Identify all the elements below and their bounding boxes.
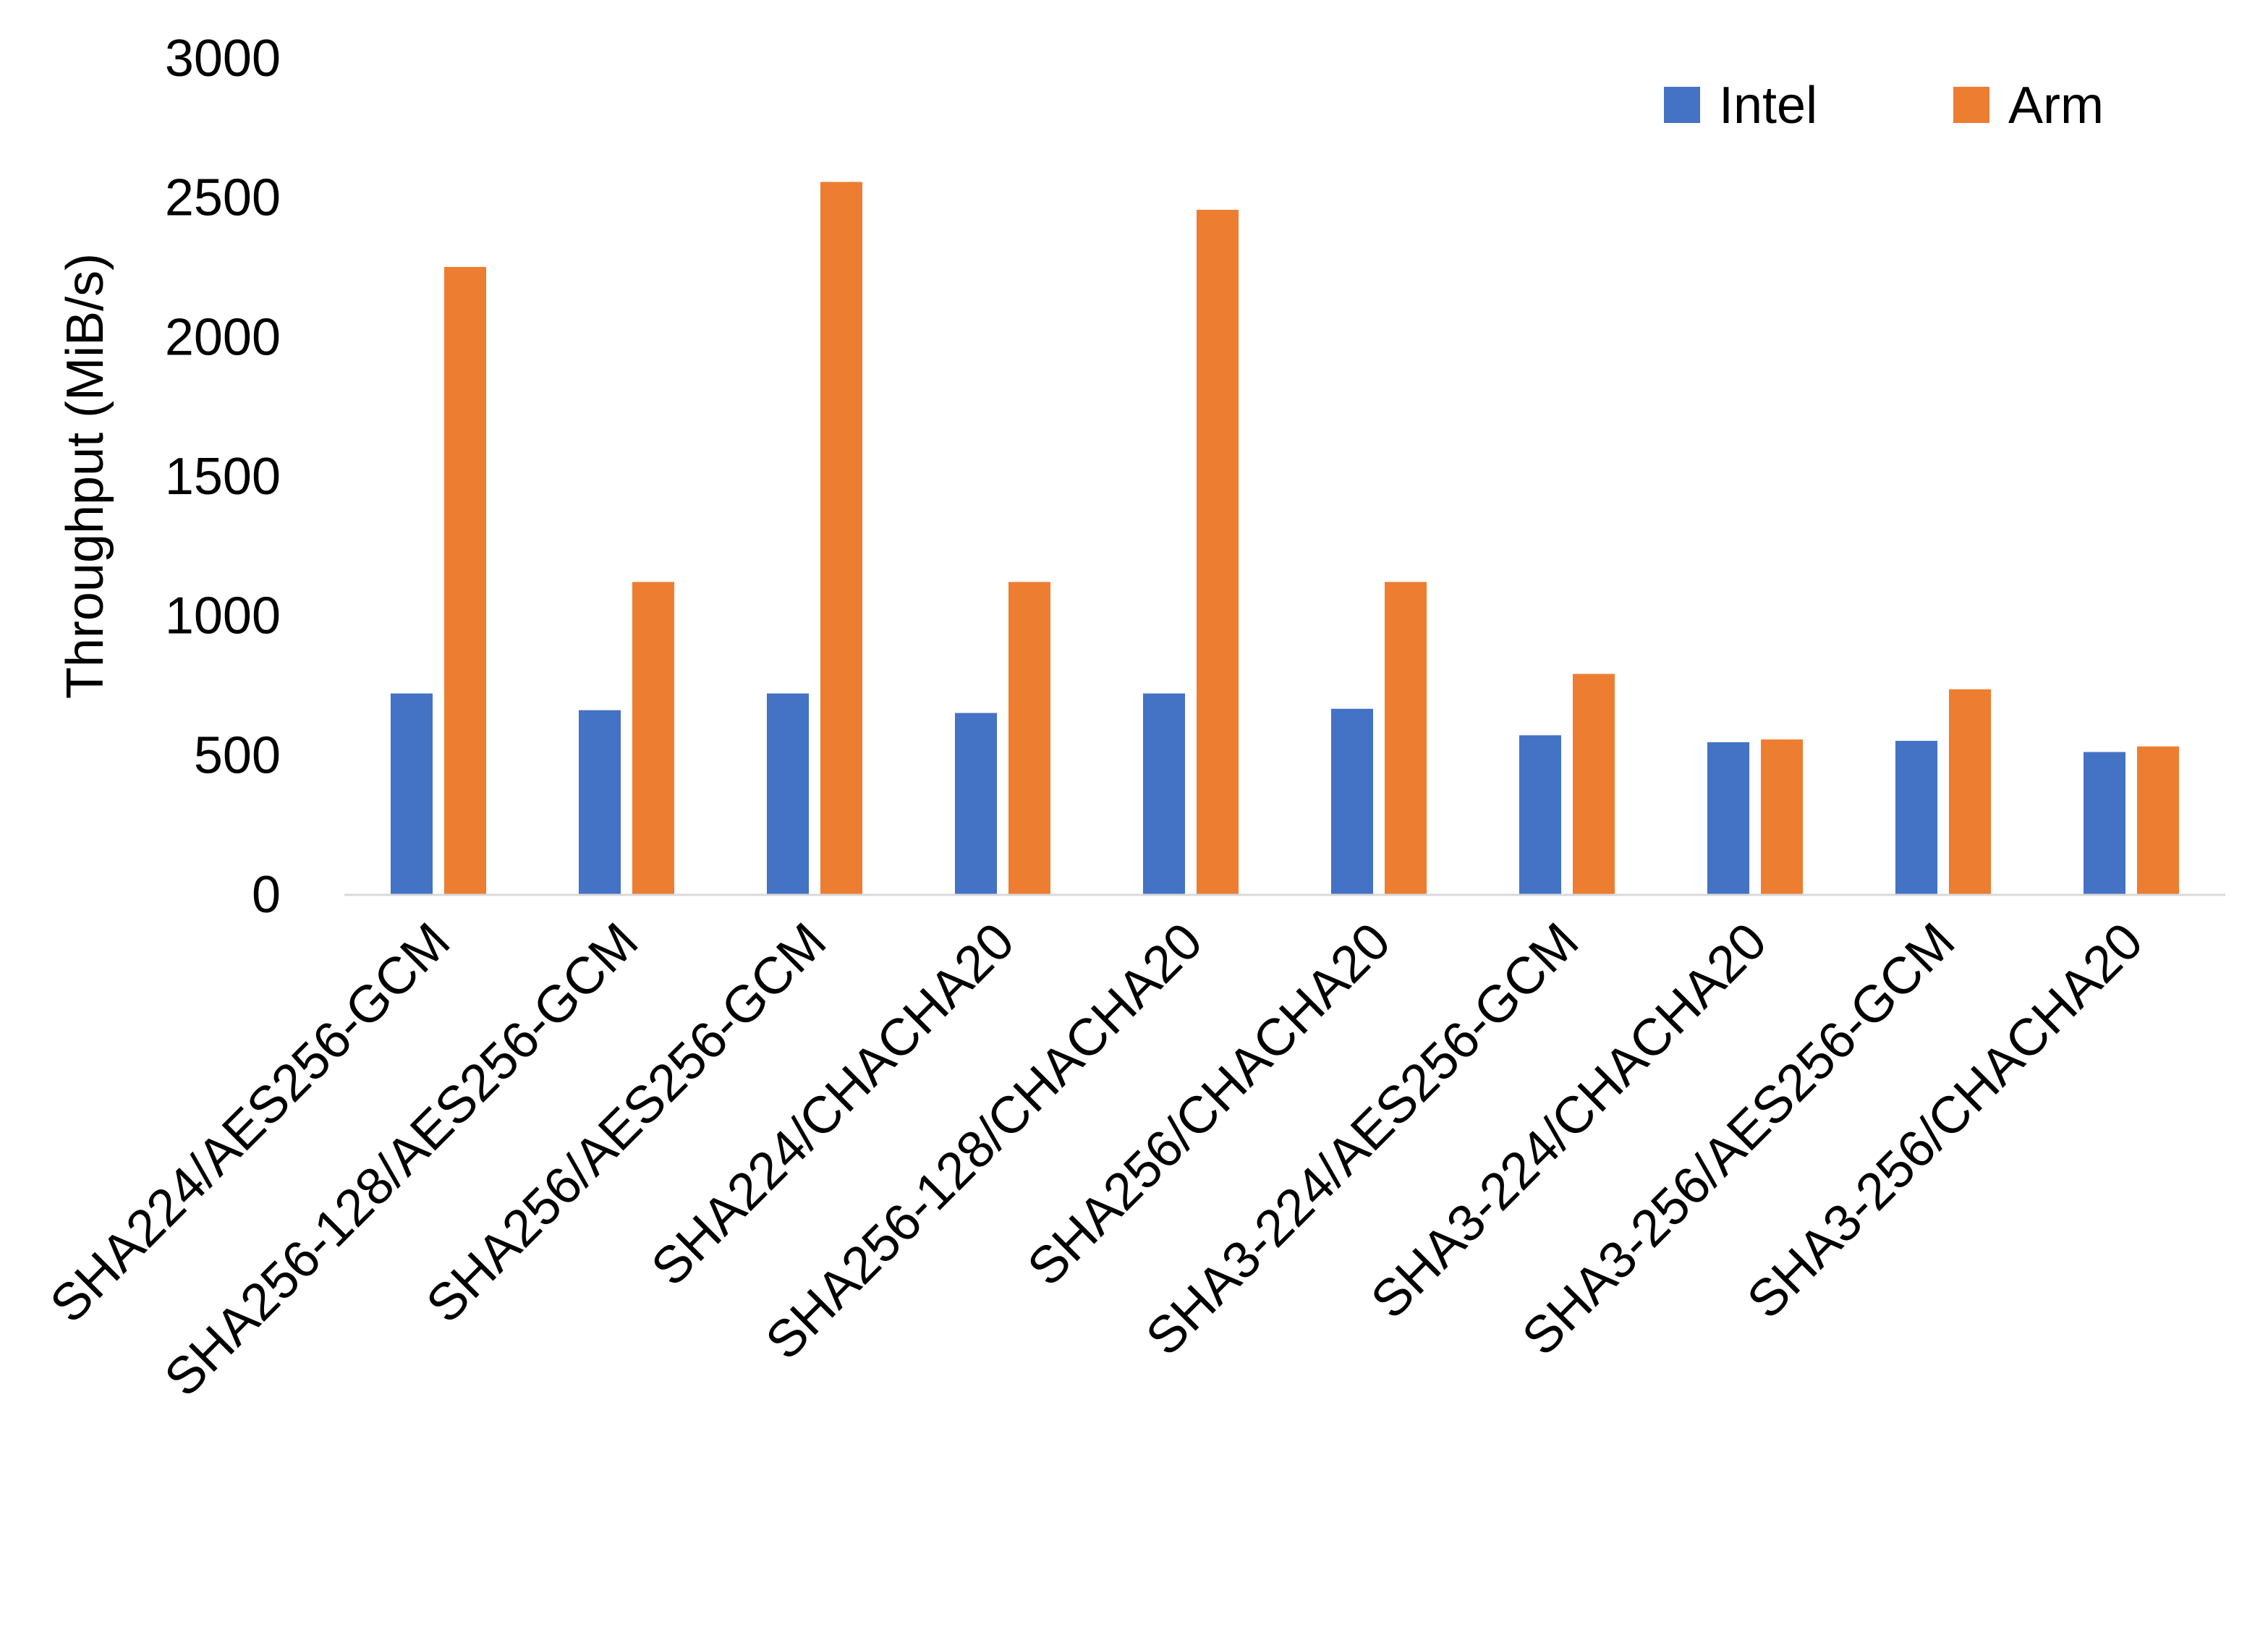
y-tick-label: 1500 <box>165 448 281 506</box>
bar-intel <box>1519 735 1561 894</box>
bar-intel <box>1707 742 1749 894</box>
bars <box>391 182 2179 894</box>
bar-arm <box>1949 689 1991 894</box>
bar-arm <box>444 267 486 894</box>
bar-intel <box>1143 693 1185 894</box>
bar-intel <box>391 693 433 894</box>
bar-arm <box>1573 674 1615 894</box>
x-tick-label: SHA3-224/CHACHA20 <box>1360 912 1778 1330</box>
legend-swatch-arm <box>1953 87 1989 123</box>
bar-intel <box>955 713 997 894</box>
bar-intel <box>2084 752 2125 894</box>
bar-intel <box>579 710 621 894</box>
bar-arm <box>1008 582 1050 894</box>
bar-arm <box>2137 746 2179 894</box>
bar-intel <box>1895 741 1937 894</box>
bar-intel <box>767 693 809 894</box>
x-tick-label: SHA224/CHACHA20 <box>640 912 1025 1297</box>
legend-label-arm: Arm <box>2008 77 2104 135</box>
y-tick-label: 2000 <box>165 308 281 366</box>
legend-label-intel: Intel <box>1719 77 1817 135</box>
y-axis-label: Throughput (MiB/s) <box>56 253 114 699</box>
bar-arm <box>820 182 862 894</box>
legend: Intel Arm <box>1664 77 2104 135</box>
bar-arm <box>632 582 674 894</box>
y-tick-label: 500 <box>194 726 281 784</box>
legend-swatch-intel <box>1664 87 1700 123</box>
y-tick-label: 0 <box>252 866 281 924</box>
x-axis-ticks: SHA224/AES256-GCMSHA256-128/AES256-GCMSH… <box>39 912 2154 1408</box>
bar-intel <box>1331 708 1373 894</box>
y-tick-label: 1000 <box>165 587 281 645</box>
bar-arm <box>1385 582 1427 894</box>
y-tick-label: 2500 <box>165 169 281 227</box>
y-tick-label: 3000 <box>165 30 281 88</box>
x-tick-label: SHA256/CHACHA20 <box>1016 912 1401 1297</box>
bar-arm <box>1197 210 1239 894</box>
x-tick-label: SHA3-256/CHACHA20 <box>1736 912 2154 1330</box>
bar-arm <box>1761 739 1803 894</box>
y-axis-ticks: 0 500 1000 1500 2000 2500 3000 <box>165 30 281 924</box>
